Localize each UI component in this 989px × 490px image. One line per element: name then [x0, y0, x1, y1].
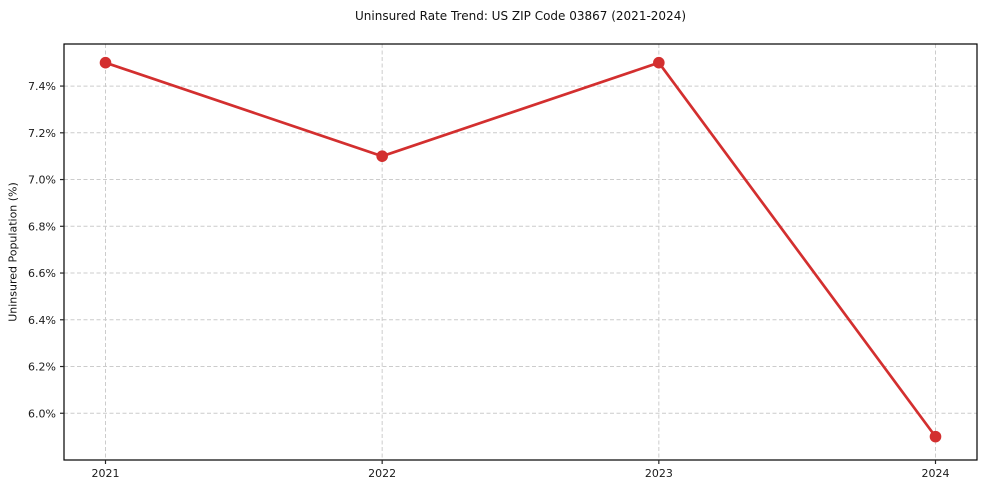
y-tick-label: 6.2%	[28, 361, 56, 374]
y-tick-label: 6.8%	[28, 220, 56, 233]
y-tick-label: 6.4%	[28, 314, 56, 327]
x-tick-label: 2024	[922, 467, 950, 480]
y-tick-label: 6.6%	[28, 267, 56, 280]
y-tick-label: 6.0%	[28, 407, 56, 420]
data-point-marker	[376, 150, 388, 162]
data-point-marker	[99, 56, 112, 69]
x-tick-label: 2021	[92, 467, 120, 480]
x-tick-label: 2023	[645, 467, 673, 480]
data-point-marker	[653, 56, 665, 69]
y-tick-label: 7.2%	[28, 127, 56, 140]
x-tick-label: 2022	[368, 467, 396, 480]
y-tick-label: 7.0%	[28, 174, 56, 187]
chart-title: Uninsured Rate Trend: US ZIP Code 03867 …	[354, 9, 687, 23]
y-tick-label: 7.4%	[28, 80, 56, 93]
data-point-marker	[929, 430, 942, 443]
trend-line	[104, 61, 937, 438]
axes-spine	[63, 43, 978, 461]
